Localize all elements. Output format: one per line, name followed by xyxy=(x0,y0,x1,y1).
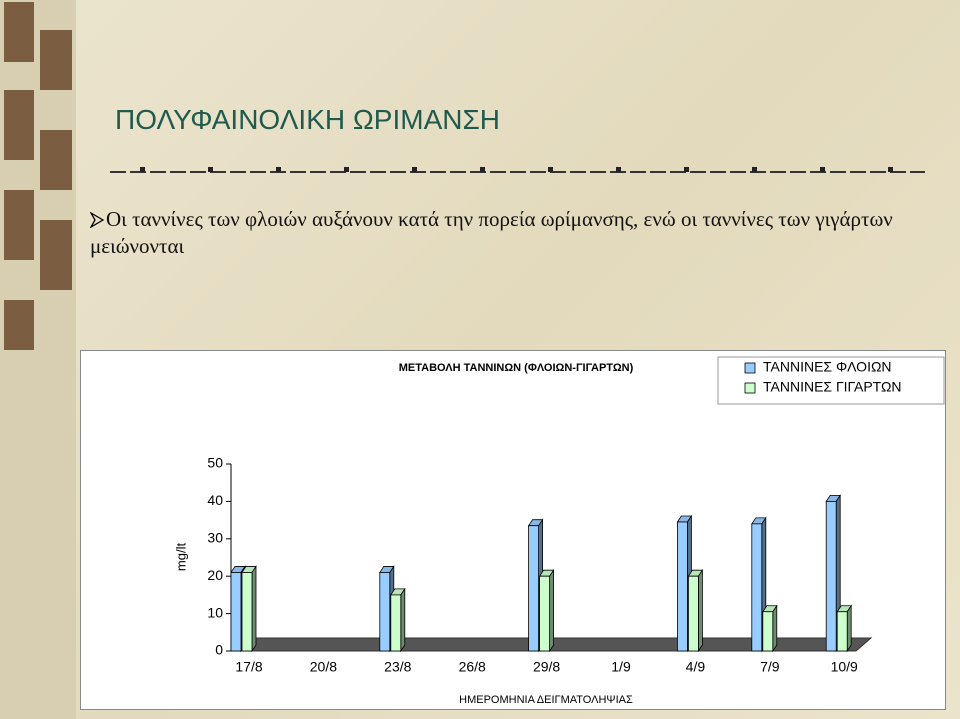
x-axis-label: ΗΜΕΡΟΜΗΝΙΑ ΔΕΙΓΜΑΤΟΛΗΨΙΑΣ xyxy=(459,694,633,706)
bar xyxy=(379,572,391,652)
y-tick-label: 0 xyxy=(215,642,223,658)
bar xyxy=(688,575,699,652)
bar xyxy=(230,572,242,652)
bar xyxy=(528,525,540,652)
bullet-text: Οι ταννίνες των φλοιών αυξάνουν κατά την… xyxy=(89,206,920,260)
bar-side xyxy=(549,568,555,653)
bar-side xyxy=(698,568,703,653)
bar xyxy=(836,611,848,652)
legend-box xyxy=(717,356,945,405)
slide-title: ΠΟΛΥΦΑΙΝΟΛΙΚΗ ΩΡΙΜΑΝΣΗ xyxy=(115,104,500,135)
title-rule xyxy=(110,167,925,173)
bar xyxy=(677,521,688,652)
y-tick-label: 40 xyxy=(207,492,223,508)
legend-swatch xyxy=(744,382,756,394)
x-tick-label: 10/9 xyxy=(831,659,858,675)
x-tick-label: 7/9 xyxy=(760,659,780,675)
y-tick-label: 20 xyxy=(207,567,223,583)
bar xyxy=(390,594,402,652)
x-tick-label: 20/8 xyxy=(310,659,337,675)
x-tick-label: 17/8 xyxy=(235,659,262,675)
chart: ΜΕΤΑΒΟΛΗ ΤΑΝΝΙΝΩΝ (ΦΛΟΙΩΝ-ΓΙΓΑΡΤΩΝ) mg/l… xyxy=(80,350,946,710)
bar xyxy=(241,572,253,652)
bar-side xyxy=(846,604,852,653)
legend-label: ΤΑΝΝΙΝΕΣ ΓΙΓΑΡΤΩΝ xyxy=(763,379,902,395)
legend-swatch xyxy=(744,362,756,374)
x-tick-label: 23/8 xyxy=(384,659,411,675)
bar-side xyxy=(772,604,778,653)
x-tick-label: 1/9 xyxy=(611,659,631,675)
bar-side xyxy=(400,587,406,653)
bullet-body: Οι ταννίνες των φλοιών αυξάνουν κατά την… xyxy=(90,207,893,258)
x-tick-label: 4/9 xyxy=(686,659,706,675)
bar xyxy=(539,575,551,652)
bar xyxy=(751,523,763,652)
strip-squares xyxy=(4,2,72,350)
y-tick-label: 50 xyxy=(207,455,223,471)
y-tick-label: 10 xyxy=(207,604,223,620)
x-tick-label: 26/8 xyxy=(459,659,486,675)
bullet-arrow xyxy=(89,211,105,229)
legend-label: ΤΑΝΝΙΝΕΣ ΦΛΟΙΩΝ xyxy=(763,359,892,375)
bar xyxy=(825,500,837,652)
bar xyxy=(762,611,774,652)
y-tick-label: 30 xyxy=(207,530,223,546)
chart-title: ΜΕΤΑΒΟΛΗ ΤΑΝΝΙΝΩΝ (ΦΛΟΙΩΝ-ΓΙΓΑΡΤΩΝ) xyxy=(399,362,634,374)
decor-strip xyxy=(0,0,76,719)
bar-side xyxy=(251,565,257,653)
x-tick-label: 29/8 xyxy=(533,659,560,675)
y-axis-label: mg/lt xyxy=(173,543,188,572)
